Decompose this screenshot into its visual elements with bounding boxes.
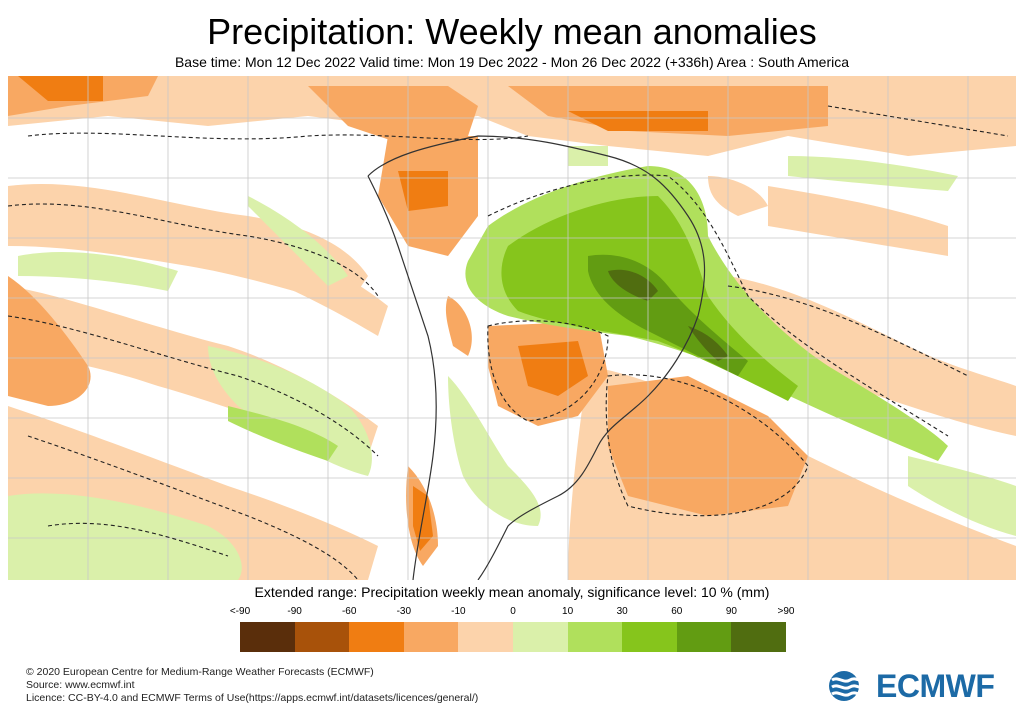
- legend-tick: 60: [671, 606, 683, 617]
- legend-swatch: [240, 622, 295, 652]
- legend-swatch: [294, 622, 350, 652]
- legend-swatch: [731, 622, 786, 652]
- legend-swatch: [622, 622, 677, 652]
- licence-text: Licence: CC-BY-4.0 and ECMWF Terms of Us…: [26, 692, 479, 704]
- coastlines: [367, 135, 706, 580]
- legend-swatch: [458, 622, 513, 652]
- legend-ticks: <-90 -90 -60 -30 -10 0 10 30 60 90 >90: [212, 606, 812, 618]
- ecmwf-logo-text: ECMWF: [876, 667, 995, 704]
- map-subtitle: Base time: Mon 12 Dec 2022 Valid time: M…: [174, 54, 850, 70]
- legend-swatch: [403, 622, 459, 652]
- source-text: Source: www.ecmwf.int: [26, 679, 135, 691]
- lat-lon-grid: [8, 76, 1016, 580]
- copyright-text: © 2020 European Centre for Medium-Range …: [26, 666, 374, 678]
- legend-swatch: [567, 622, 623, 652]
- legend-tick: -90: [287, 606, 302, 617]
- precipitation-anomaly-map: [8, 76, 1016, 580]
- wet-darkest-areas: [608, 269, 728, 361]
- legend-tick: -10: [451, 606, 466, 617]
- legend-colorbar: [240, 622, 786, 652]
- legend-tick: -60: [341, 606, 357, 617]
- legend-swatch: [349, 622, 404, 652]
- legend-tick: >90: [777, 606, 795, 617]
- ecmwf-logo-icon: [829, 671, 869, 701]
- legend-tick: 30: [616, 606, 628, 617]
- legend-tick: <-90: [229, 606, 251, 617]
- legend-swatch: [512, 622, 568, 652]
- legend-tick: 90: [725, 606, 737, 617]
- map-title: Precipitation: Weekly mean anomalies: [207, 11, 817, 52]
- legend-tick: 10: [562, 606, 574, 617]
- footer-credits: © 2020 European Centre for Medium-Range …: [26, 666, 478, 705]
- legend-swatch: [676, 622, 732, 652]
- map-svg: [8, 76, 1016, 580]
- ecmwf-logo: ECMWF: [828, 667, 995, 704]
- legend-tick: -30: [396, 606, 412, 617]
- legend-title: Extended range: Precipitation weekly mea…: [254, 584, 770, 600]
- legend-tick: 0: [510, 606, 516, 617]
